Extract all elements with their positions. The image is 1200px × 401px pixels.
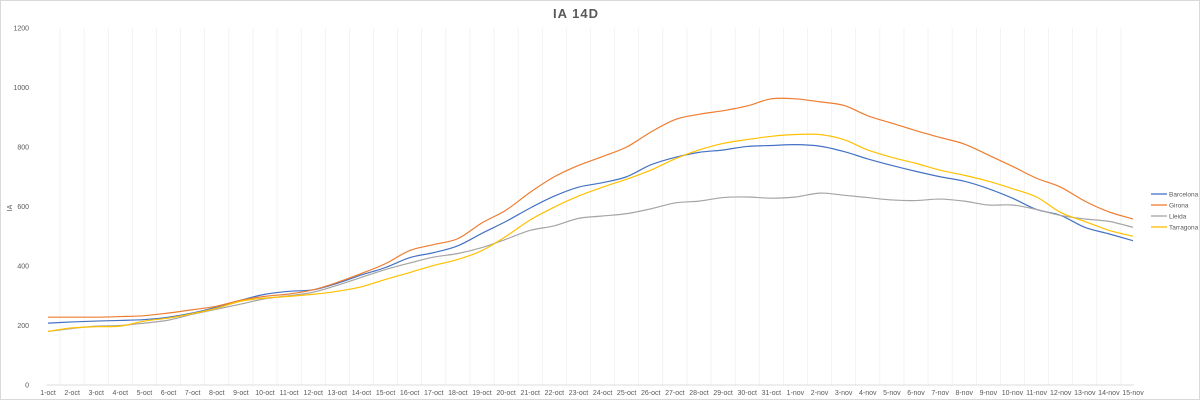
x-tick-label: 19-oct <box>472 390 492 397</box>
x-tick-label: 11-oct <box>280 390 299 397</box>
x-tick-label: 8-oct <box>209 390 225 397</box>
x-tick-label: 18-oct <box>448 390 468 397</box>
x-tick-label: 26-oct <box>641 390 661 397</box>
x-tick-label: 17-oct <box>424 390 444 397</box>
x-tick-label: 12-nov <box>1050 390 1072 397</box>
series-line-tarragona <box>47 133 1134 333</box>
x-tick-label: 16-oct <box>400 390 420 397</box>
y-tick-label: 800 <box>17 145 29 152</box>
legend-label-girona: Girona <box>1169 202 1189 209</box>
x-tick-label: 4-oct <box>113 390 129 397</box>
x-tick-label: 7-oct <box>185 390 201 397</box>
x-tick-label: 27-oct <box>665 390 685 397</box>
chart-title: IA 14D <box>553 6 599 21</box>
y-tick-label: 1000 <box>13 85 29 92</box>
legend: Barcelona Girona Lleida Tarragona <box>1151 191 1199 231</box>
x-tick-label: 13-oct <box>328 390 348 397</box>
x-tick-label: 9-nov <box>980 390 998 397</box>
x-tick-label: 24-oct <box>593 390 613 397</box>
x-tick-label: 21-oct <box>520 390 540 397</box>
y-axis-label: IA <box>7 204 14 211</box>
x-tick-label: 31-oct <box>762 390 782 397</box>
series-line-lleida <box>47 192 1134 333</box>
x-tick-label: 22-oct <box>545 390 565 397</box>
x-tick-label: 1-nov <box>787 390 805 397</box>
x-tick-label: 15-nov <box>1122 390 1144 397</box>
x-tick-label: 8-nov <box>955 390 973 397</box>
x-tick-label: 23-oct <box>569 390 589 397</box>
x-tick-label: 5-nov <box>883 390 901 397</box>
x-tick-label: 10-oct <box>255 390 275 397</box>
grid-lines <box>59 28 1122 385</box>
x-tick-label: 29-oct <box>713 390 733 397</box>
x-tick-label: 25-oct <box>617 390 637 397</box>
x-tick-label: 3-nov <box>835 390 853 397</box>
series-lines <box>47 97 1134 333</box>
x-tick-label: 11-nov <box>1026 390 1047 397</box>
x-tick-label: 14-nov <box>1098 390 1120 397</box>
x-tick-label: 4-nov <box>859 390 877 397</box>
x-tick-label: 5-oct <box>137 390 153 397</box>
x-tick-label: 7-nov <box>931 390 949 397</box>
x-tick-label: 1-oct <box>40 390 56 397</box>
x-tick-label: 6-nov <box>907 390 925 397</box>
x-tick-label: 2-nov <box>811 390 829 397</box>
x-tick-label: 28-oct <box>689 390 709 397</box>
legend-label-tarragona: Tarragona <box>1169 224 1199 231</box>
y-tick-label: 600 <box>17 204 29 211</box>
x-tick-label: 13-nov <box>1074 390 1096 397</box>
x-tick-label: 20-oct <box>496 390 516 397</box>
series-line-girona <box>48 97 1134 318</box>
x-tick-label: 12-oct <box>303 390 323 397</box>
y-tick-label: 0 <box>25 383 29 390</box>
x-tick-label: 15-oct <box>376 390 396 397</box>
x-tick-label: 9-oct <box>233 390 249 397</box>
x-tick-label: 6-oct <box>161 390 177 397</box>
x-tick-label: 2-oct <box>64 390 80 397</box>
y-tick-label: 400 <box>17 264 29 271</box>
legend-label-lleida: Lleida <box>1169 213 1187 220</box>
y-tick-label: 1200 <box>13 26 29 33</box>
x-tick-label: 10-nov <box>1002 390 1024 397</box>
x-tick-label: 3-oct <box>88 390 104 397</box>
y-tick-label: 200 <box>17 323 29 330</box>
x-tick-label: 30-oct <box>737 390 757 397</box>
legend-label-barcelona: Barcelona <box>1169 191 1199 198</box>
axes: 0 200 400 600 800 1000 1200 1-oct 2-oct 3-oct 4-oc… <box>13 26 1144 398</box>
x-tick-label: 14-oct <box>352 390 372 397</box>
